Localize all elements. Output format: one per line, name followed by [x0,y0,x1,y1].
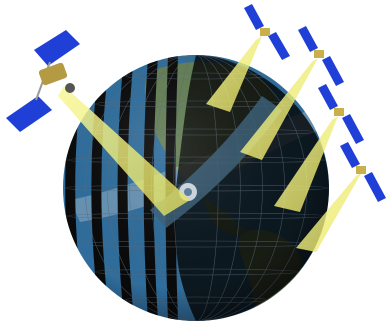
solar-panel [322,56,344,86]
globe-shading [63,55,329,321]
solar-panel [244,4,264,30]
satellite-body [38,62,68,86]
beam-right-3 [274,116,338,212]
solar-panel [34,30,80,66]
solar-panel [342,114,364,144]
solar-panel [298,26,318,52]
satellites [6,4,386,202]
solar-panel [318,84,338,110]
satellite-top-right-1 [244,4,290,60]
solar-panel [6,96,52,132]
satellite-top-right-2 [298,26,344,86]
sensor-beams [58,36,362,252]
satellite-body [260,28,270,36]
beam-left [58,86,190,216]
satellite-right-3 [318,84,364,144]
solar-panel [340,142,360,168]
satellite-left-large [6,30,80,132]
solar-panel [364,172,386,202]
beam-top-2 [240,58,318,160]
solar-panel [268,32,290,60]
satellite-body [314,50,324,58]
satellite-body [356,166,366,174]
beam-right-4 [296,172,362,252]
satellite-body [334,108,344,116]
beam-top-1 [206,36,262,112]
satellite-right-4 [340,142,386,202]
